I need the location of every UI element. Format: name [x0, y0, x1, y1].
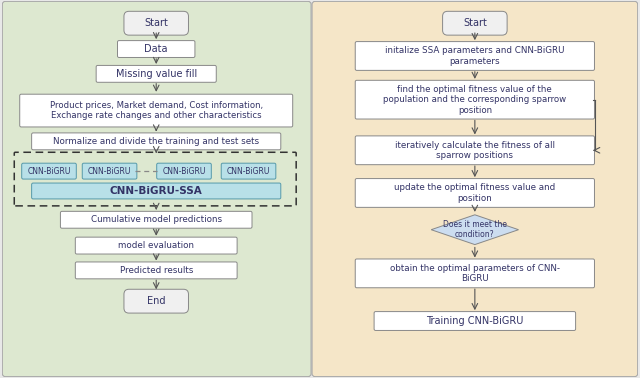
- Text: Start: Start: [144, 18, 168, 28]
- FancyBboxPatch shape: [3, 2, 311, 376]
- Text: CNN-BiGRU-SSA: CNN-BiGRU-SSA: [110, 186, 203, 196]
- FancyBboxPatch shape: [312, 2, 637, 376]
- FancyBboxPatch shape: [443, 11, 507, 35]
- FancyBboxPatch shape: [60, 211, 252, 228]
- Text: Data: Data: [145, 44, 168, 54]
- Text: Training CNN-BiGRU: Training CNN-BiGRU: [426, 316, 524, 326]
- FancyBboxPatch shape: [20, 94, 292, 127]
- FancyBboxPatch shape: [355, 178, 595, 208]
- Text: initalize SSA parameters and CNN-BiGRU
parameters: initalize SSA parameters and CNN-BiGRU p…: [385, 46, 564, 66]
- Text: Product prices, Market demand, Cost information,
Exchange rate changes and other: Product prices, Market demand, Cost info…: [50, 101, 263, 120]
- Text: update the optimal fitness value and
position: update the optimal fitness value and pos…: [394, 183, 556, 203]
- FancyBboxPatch shape: [31, 133, 281, 150]
- Text: Start: Start: [463, 18, 487, 28]
- FancyBboxPatch shape: [22, 163, 76, 179]
- Text: model evaluation: model evaluation: [118, 241, 194, 250]
- FancyBboxPatch shape: [355, 259, 595, 288]
- Text: CNN-BiGRU: CNN-BiGRU: [163, 167, 205, 176]
- FancyBboxPatch shape: [355, 80, 595, 119]
- FancyBboxPatch shape: [118, 40, 195, 57]
- Text: CNN-BiGRU: CNN-BiGRU: [28, 167, 70, 176]
- FancyBboxPatch shape: [124, 11, 188, 35]
- FancyBboxPatch shape: [355, 136, 595, 165]
- FancyBboxPatch shape: [374, 311, 575, 330]
- Text: Missing value fill: Missing value fill: [116, 69, 197, 79]
- FancyBboxPatch shape: [83, 163, 137, 179]
- Text: Does it meet the
condition?: Does it meet the condition?: [443, 220, 507, 239]
- FancyBboxPatch shape: [76, 237, 237, 254]
- FancyBboxPatch shape: [96, 65, 216, 82]
- FancyBboxPatch shape: [124, 289, 188, 313]
- Polygon shape: [431, 215, 518, 245]
- Text: End: End: [147, 296, 166, 306]
- FancyBboxPatch shape: [221, 163, 276, 179]
- Text: Predicted results: Predicted results: [120, 266, 193, 275]
- Text: Normalize and divide the training and test sets: Normalize and divide the training and te…: [53, 137, 259, 146]
- Text: iteratively calculate the fitness of all
sparrow positions: iteratively calculate the fitness of all…: [395, 141, 555, 160]
- FancyBboxPatch shape: [355, 42, 595, 70]
- Text: find the optimal fitness value of the
population and the corresponding sparrow
p: find the optimal fitness value of the po…: [383, 85, 566, 115]
- FancyBboxPatch shape: [76, 262, 237, 279]
- FancyBboxPatch shape: [157, 163, 211, 179]
- Text: CNN-BiGRU: CNN-BiGRU: [88, 167, 131, 176]
- Text: Cumulative model predictions: Cumulative model predictions: [91, 215, 222, 224]
- Text: CNN-BiGRU: CNN-BiGRU: [227, 167, 270, 176]
- Text: obtain the optimal parameters of CNN-
BiGRU: obtain the optimal parameters of CNN- Bi…: [390, 264, 560, 283]
- FancyBboxPatch shape: [31, 183, 281, 199]
